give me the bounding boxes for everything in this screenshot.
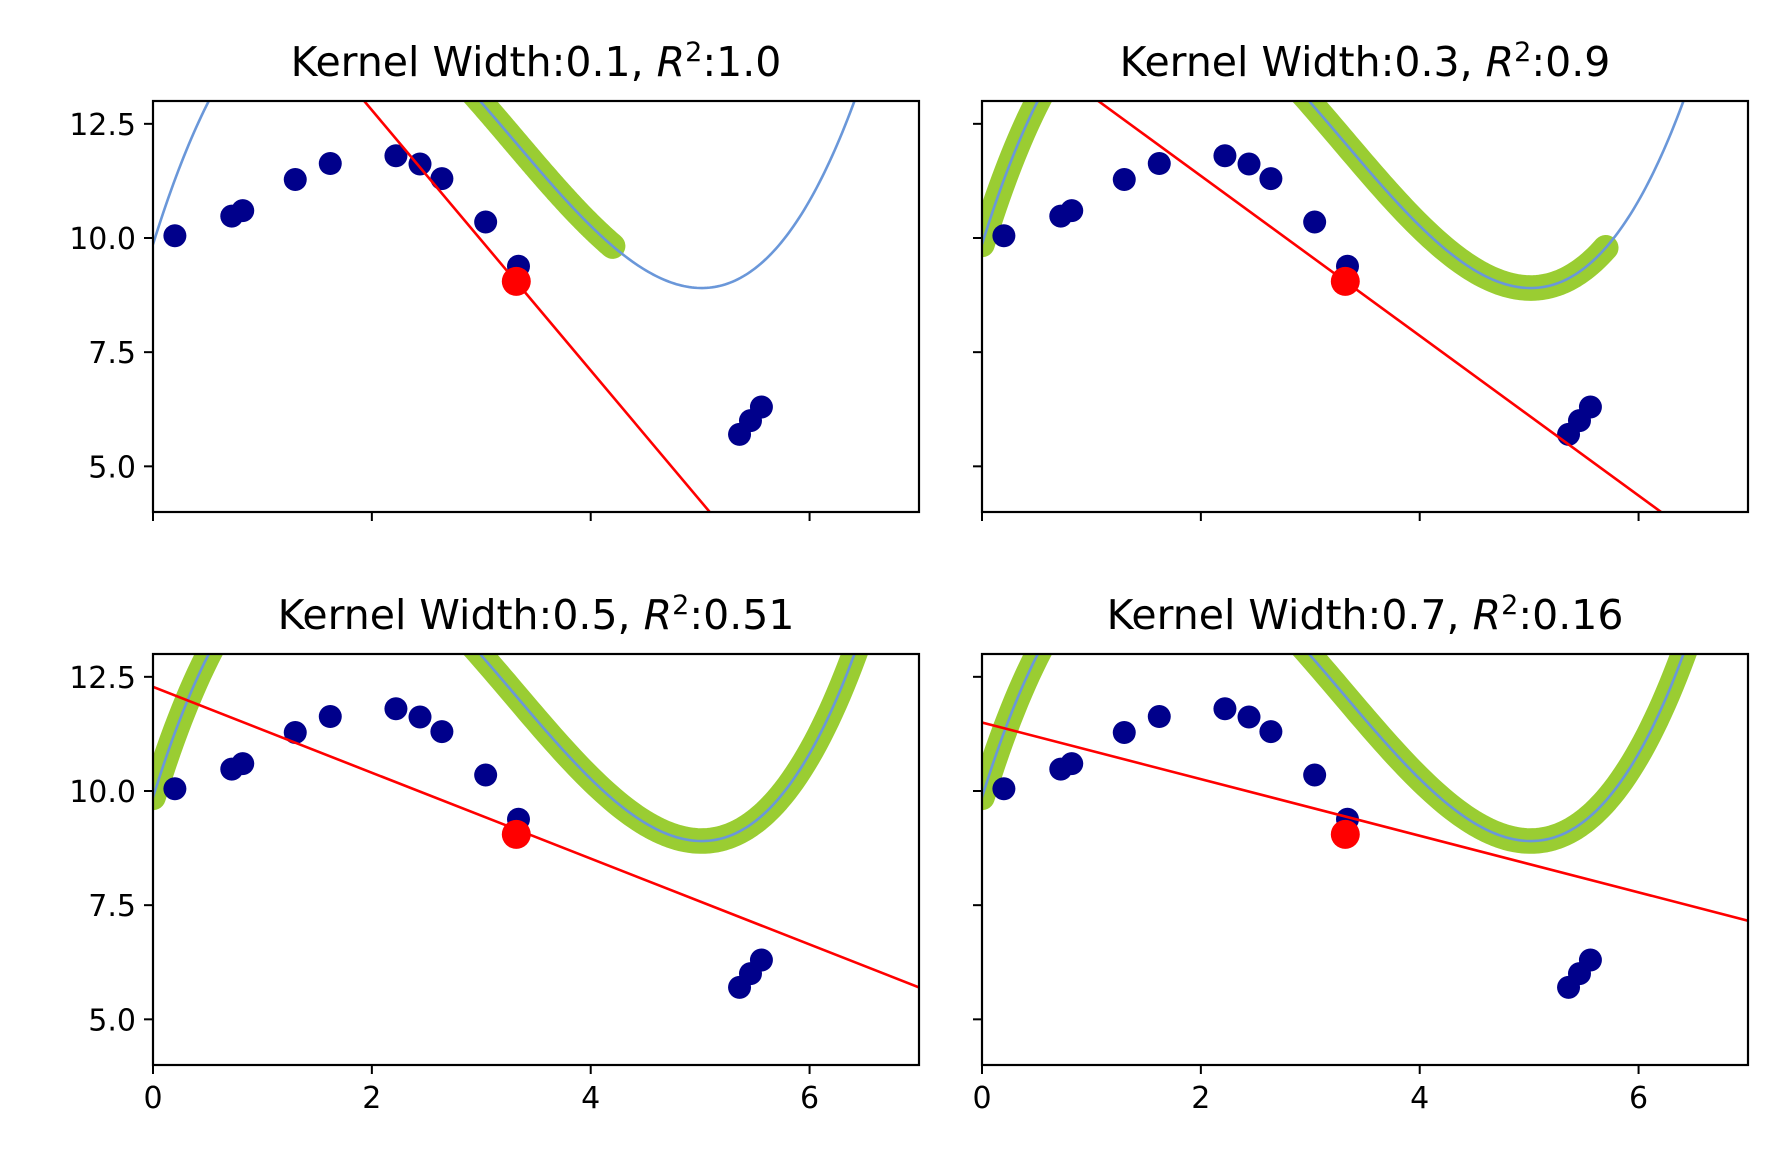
y-tick-label: 12.5 — [69, 661, 136, 696]
data-point — [430, 167, 454, 191]
data-point — [384, 144, 408, 168]
plot-area — [982, 654, 1748, 999]
fit-line — [153, 685, 919, 989]
fit-line — [1096, 101, 1664, 512]
y-tick-label: 7.5 — [88, 889, 136, 924]
title-suffix: :0.51 — [689, 591, 794, 639]
data-point — [1060, 752, 1084, 776]
data-point — [408, 705, 432, 729]
data-point — [1237, 705, 1261, 729]
plot-area — [982, 101, 1685, 512]
data-point — [1303, 210, 1327, 234]
title-prefix: Kernel Width:0.7, — [1107, 591, 1473, 639]
axes-frame — [151, 99, 921, 514]
title-r2-label: R — [1473, 591, 1502, 639]
x-tick-label: 2 — [362, 1081, 381, 1116]
y-tick-label: 12.5 — [69, 108, 136, 143]
x-tick-label: 0 — [972, 1081, 991, 1116]
title-suffix: :1.0 — [702, 38, 781, 86]
axes-frame — [151, 652, 921, 1067]
data-point — [384, 697, 408, 721]
data-point — [1237, 152, 1261, 176]
data-point — [1578, 395, 1602, 419]
data-point — [231, 199, 255, 223]
focus-point — [1330, 819, 1360, 849]
fit-line — [982, 721, 1748, 922]
title-r2-label: R — [657, 38, 686, 86]
y-tick-label: 7.5 — [88, 336, 136, 371]
x-tick-label: 4 — [1410, 1081, 1429, 1116]
x-tick-label: 0 — [143, 1081, 162, 1116]
y-tick-label: 10.0 — [69, 775, 136, 810]
data-point — [1259, 720, 1283, 744]
plot-area — [153, 101, 856, 512]
subplot-title: Kernel Width:0.5, R2:0.51 — [278, 590, 795, 639]
data-point — [163, 777, 187, 801]
data-point — [1213, 144, 1237, 168]
x-tick-label: 6 — [1629, 1081, 1648, 1116]
y-tick-label: 10.0 — [69, 222, 136, 257]
data-point — [1259, 167, 1283, 191]
focus-point — [501, 266, 531, 296]
data-point — [1112, 168, 1136, 192]
data-point — [474, 210, 498, 234]
data-point — [408, 152, 432, 176]
y-tick-label: 5.0 — [88, 1003, 136, 1038]
title-prefix: Kernel Width:0.3, — [1120, 38, 1486, 86]
focus-point — [501, 819, 531, 849]
data-point — [430, 720, 454, 744]
plot-area — [153, 654, 919, 999]
title-r2-label: R — [644, 591, 673, 639]
data-point — [1060, 199, 1084, 223]
subplot-title: Kernel Width:0.1, R2:1.0 — [291, 37, 782, 86]
data-point — [1147, 705, 1171, 729]
x-tick-label: 2 — [1191, 1081, 1210, 1116]
model-curve — [153, 654, 856, 843]
data-point — [1303, 763, 1327, 787]
model-curve — [982, 654, 1685, 843]
title-suffix: :0.9 — [1531, 38, 1610, 86]
y-tick-label: 5.0 — [88, 450, 136, 485]
data-point — [1112, 721, 1136, 745]
title-r2-sup: 2 — [672, 590, 689, 621]
data-point — [474, 763, 498, 787]
data-point — [163, 224, 187, 248]
axes-frame — [980, 652, 1750, 1067]
data-point — [749, 395, 773, 419]
title-prefix: Kernel Width:0.1, — [291, 38, 657, 86]
data-point — [1147, 152, 1171, 176]
model-curve — [153, 101, 856, 290]
subplot-1: 5.0 7.5 10.0 12.5 Kernel Width:0.1, R2:1.0 — [69, 37, 921, 521]
data-point — [283, 168, 307, 192]
x-tick-label: 4 — [581, 1081, 600, 1116]
data-point — [283, 721, 307, 745]
fit-line — [362, 101, 712, 512]
model-curve — [982, 101, 1685, 290]
focus-point — [1330, 266, 1360, 296]
data-point — [318, 152, 342, 176]
title-r2-sup: 2 — [1501, 590, 1518, 621]
x-tick-label: 6 — [800, 1081, 819, 1116]
data-point — [992, 224, 1016, 248]
title-r2-label: R — [1486, 38, 1515, 86]
title-suffix: :0.16 — [1518, 591, 1623, 639]
subplot-title: Kernel Width:0.3, R2:0.9 — [1120, 37, 1611, 86]
data-point — [318, 705, 342, 729]
data-point — [749, 948, 773, 972]
title-r2-sup: 2 — [1514, 37, 1531, 68]
data-point — [1578, 948, 1602, 972]
data-point — [992, 777, 1016, 801]
subplot-title: Kernel Width:0.7, R2:0.16 — [1107, 590, 1624, 639]
title-prefix: Kernel Width:0.5, — [278, 591, 644, 639]
data-point — [231, 752, 255, 776]
data-point — [1213, 697, 1237, 721]
title-r2-sup: 2 — [685, 37, 702, 68]
axes-frame — [980, 99, 1750, 514]
subplot-2: Kernel Width:0.3, R2:0.9 — [973, 37, 1750, 521]
